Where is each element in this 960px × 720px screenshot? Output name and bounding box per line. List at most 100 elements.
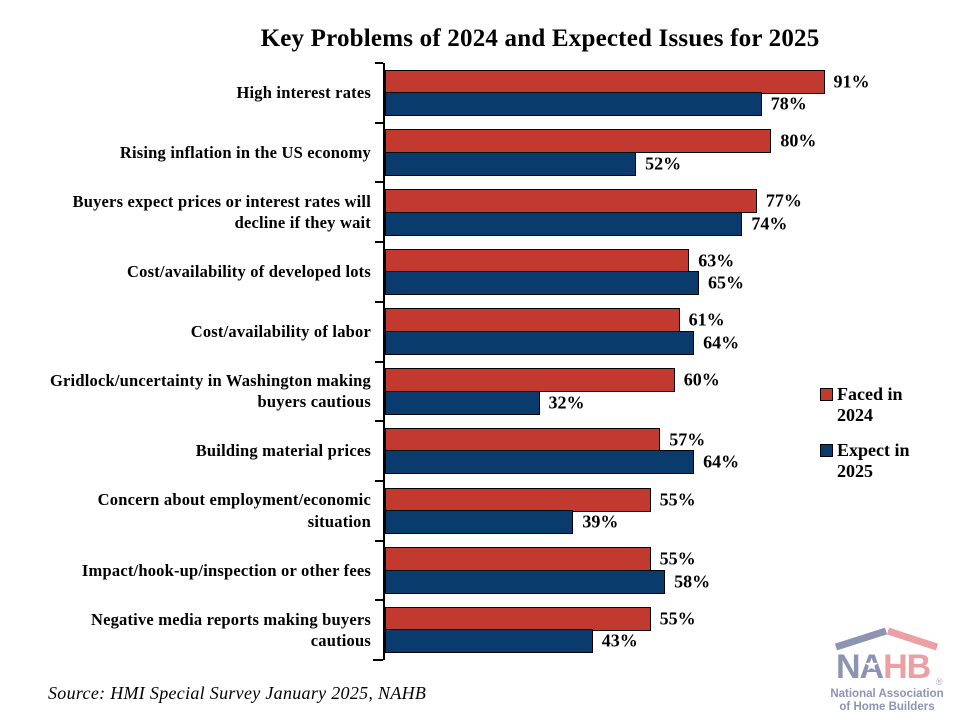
bar-track: 55% <box>385 606 868 631</box>
bar-value-label: 43% <box>601 630 638 651</box>
chart-row: Gridlock/uncertainty in Washington makin… <box>0 360 960 422</box>
bar-series-1 <box>385 450 695 475</box>
bar-track: 61% <box>385 308 868 333</box>
bar-series-0 <box>385 129 772 154</box>
category-label: Concern about employment/economic situat… <box>97 490 371 531</box>
bar-track: 55% <box>385 547 868 572</box>
bar-series-0 <box>385 308 680 333</box>
bar-series-0 <box>385 606 651 631</box>
bar-value-label: 58% <box>674 571 711 592</box>
bar-series-0 <box>385 69 825 94</box>
bar-value-label: 39% <box>582 511 619 532</box>
bar-series-1 <box>385 569 666 594</box>
bar-group: 61% 64% <box>375 300 868 362</box>
chart-row: Buyers expect prices or interest rates w… <box>0 181 960 243</box>
logo-caption-line1: National Association <box>830 688 943 700</box>
bar-track: 91% <box>385 69 870 94</box>
category-label: Impact/hook-up/inspection or other fees <box>81 560 371 580</box>
bar-series-1 <box>385 510 574 535</box>
category-label: Buyers expect prices or interest rates w… <box>72 191 371 233</box>
chart-row: Building material prices 57% 64% <box>0 420 960 481</box>
bar-series-0 <box>385 547 651 572</box>
chart-row: Concern about employment/economic situat… <box>0 479 960 541</box>
bar-value-label: 61% <box>688 309 725 330</box>
bar-series-1 <box>385 151 637 176</box>
bar-group: 55% 58% <box>375 539 868 601</box>
bar-group: 77% 74% <box>375 181 868 243</box>
legend-swatch-faced-2024-icon <box>820 388 833 401</box>
bar-value-label: 77% <box>765 190 802 211</box>
category-label: High interest rates <box>236 83 371 103</box>
bar-group: 91% 78% <box>375 62 870 123</box>
logo-acronym-left: NA <box>836 648 884 686</box>
bar-track: 39% <box>385 510 868 535</box>
chart-row: Negative media reports making buyers cau… <box>0 599 960 661</box>
bar-series-0 <box>385 368 675 393</box>
legend-item-faced-2024: Faced in 2024 <box>820 384 940 426</box>
bar-series-1 <box>385 92 762 117</box>
bar-series-1 <box>385 330 695 355</box>
category-label: Gridlock/uncertainty in Washington makin… <box>50 370 371 412</box>
bar-value-label: 60% <box>683 369 720 390</box>
bar-value-label: 64% <box>703 451 740 472</box>
bar-group: 80% 52% <box>375 121 868 183</box>
bar-value-label: 65% <box>707 272 744 293</box>
bar-value-label: 55% <box>659 608 696 629</box>
logo-roof-left <box>834 627 888 651</box>
category-label: Cost/availability of developed lots <box>127 262 371 282</box>
logo-caption-line2: of Home Builders <box>839 701 934 713</box>
bar-series-0 <box>385 487 651 512</box>
bar-series-0 <box>385 248 690 273</box>
logo-star-icon <box>864 658 879 671</box>
bar-track: 65% <box>385 271 868 296</box>
chart-row: Cost/availability of developed lots 63% 65… <box>0 241 960 302</box>
chart-row: Impact/hook-up/inspection or other fees 5… <box>0 539 960 601</box>
bar-group: 63% 65% <box>375 241 868 302</box>
nahb-logo: NAHB ® National Association of Home Buil… <box>830 627 944 713</box>
bar-value-label: 55% <box>659 489 696 510</box>
bar-track: 77% <box>385 189 868 213</box>
bar-track: 52% <box>385 151 868 176</box>
bar-series-0 <box>385 427 661 452</box>
logo-acronym-right: HB <box>883 648 931 686</box>
bar-track: 64% <box>385 450 868 475</box>
bar-value-label: 64% <box>703 332 740 353</box>
bar-value-label: 74% <box>751 213 788 233</box>
chart-title: Key Problems of 2024 and Expected Issues… <box>260 25 820 52</box>
bar-track: 32% <box>385 390 868 415</box>
bar-value-label: 57% <box>669 429 706 450</box>
chart-row: Cost/availability of labor 61% 64% <box>0 300 960 362</box>
bar-value-label: 52% <box>645 153 682 174</box>
category-label: Rising inflation in the US economy <box>119 142 371 162</box>
category-label: Building material prices <box>195 441 371 461</box>
legend-label-faced-2024: Faced in 2024 <box>837 384 903 426</box>
bar-value-label: 80% <box>780 130 817 151</box>
bar-series-1 <box>385 390 540 415</box>
legend-swatch-expect-2025-icon <box>820 444 833 458</box>
chart-row: Rising inflation in the US economy 80% 52% <box>0 121 960 183</box>
source-note: Source: HMI Special Survey January 2025,… <box>48 683 427 703</box>
chart-rows: High interest rates 91% 78% Rising inflatio… <box>0 62 960 661</box>
bar-track: 80% <box>385 129 868 154</box>
category-label: Cost/availability of labor <box>190 321 371 341</box>
bar-track: 63% <box>385 248 868 273</box>
bar-group: 55% 39% <box>375 479 868 541</box>
bar-track: 57% <box>385 427 868 452</box>
legend-item-expect-2025: Expect in 2025 <box>820 440 940 482</box>
bar-track: 43% <box>385 629 868 654</box>
bar-chart: High interest rates 91% 78% Rising inflatio… <box>0 62 960 661</box>
bar-group: 57% 64% <box>375 420 868 481</box>
bar-group: 60% 32% <box>375 360 868 422</box>
bar-track: 64% <box>385 330 868 355</box>
bar-value-label: 32% <box>548 392 585 413</box>
bar-track: 60% <box>385 368 868 393</box>
bar-track: 55% <box>385 487 868 512</box>
logo-roof-right <box>886 627 939 651</box>
bar-group: 55% 43% <box>375 599 868 661</box>
legend-label-expect-2025: Expect in 2025 <box>837 440 910 482</box>
bar-series-1 <box>385 211 743 236</box>
chart-row: High interest rates 91% 78% <box>0 62 960 123</box>
bar-value-label: 78% <box>770 93 807 114</box>
bar-value-label: 63% <box>698 250 735 271</box>
bar-series-1 <box>385 271 699 296</box>
